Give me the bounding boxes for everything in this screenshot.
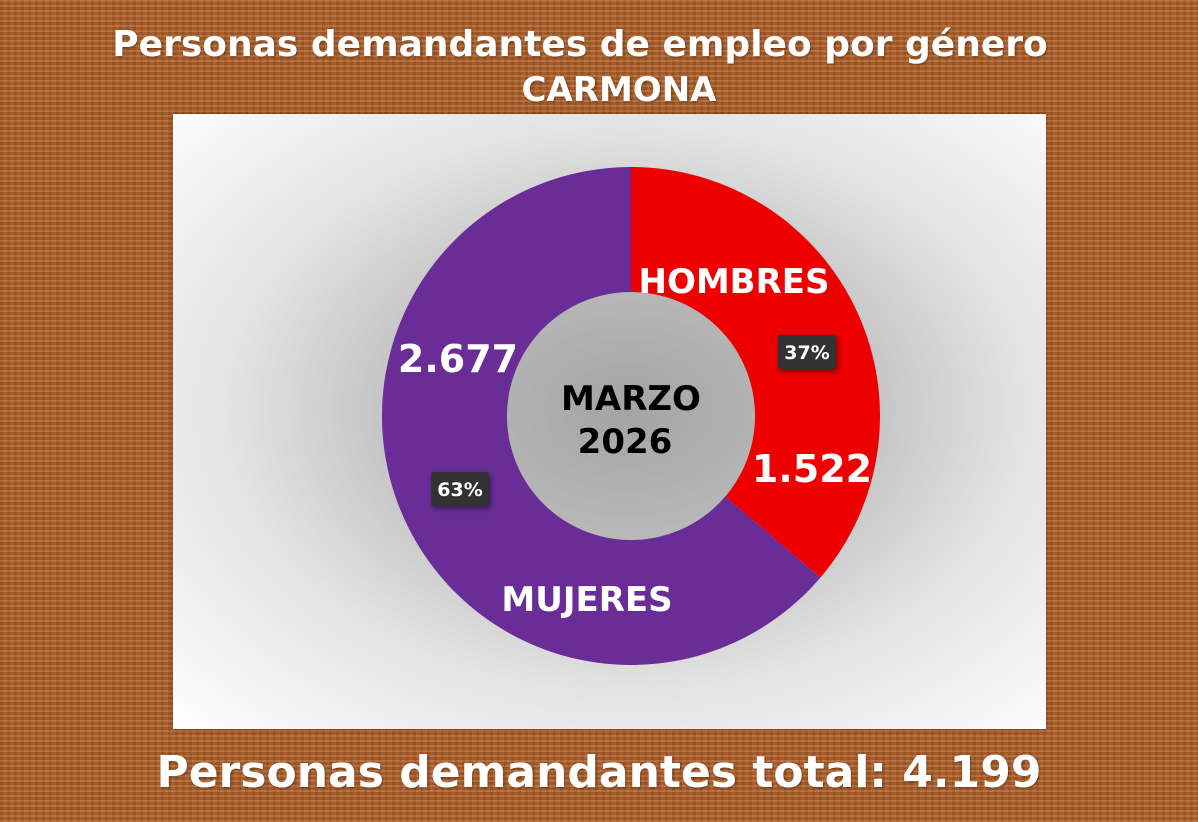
chart-title: Personas demandantes de empleo por géner… (112, 24, 1048, 65)
donut-hole (507, 292, 755, 540)
value-label-mujeres: 2.677 (398, 337, 518, 381)
percent-label-hombres-box (778, 335, 836, 369)
slice-hombres (631, 167, 880, 578)
percent-label-hombres-text: 37% (784, 342, 829, 364)
percent-label-mujeres: 63% (431, 472, 489, 506)
value-label-hombres: 1.522 (752, 447, 872, 491)
category-label-mujeres: MUJERES (501, 580, 672, 620)
center-label-year: 2026 (578, 422, 673, 462)
chart-subtitle: CARMONA (521, 70, 717, 110)
percent-label-hombres: 37% (778, 335, 836, 369)
percent-label-mujeres-text: 63% (437, 479, 482, 501)
total-footer: Personas demandantes total: 4.199 (156, 747, 1042, 798)
category-label-hombres: HOMBRES (638, 262, 829, 302)
percent-label-mujeres-box (431, 472, 489, 506)
slice-mujeres (381, 167, 821, 665)
center-label-month: MARZO (561, 379, 701, 419)
